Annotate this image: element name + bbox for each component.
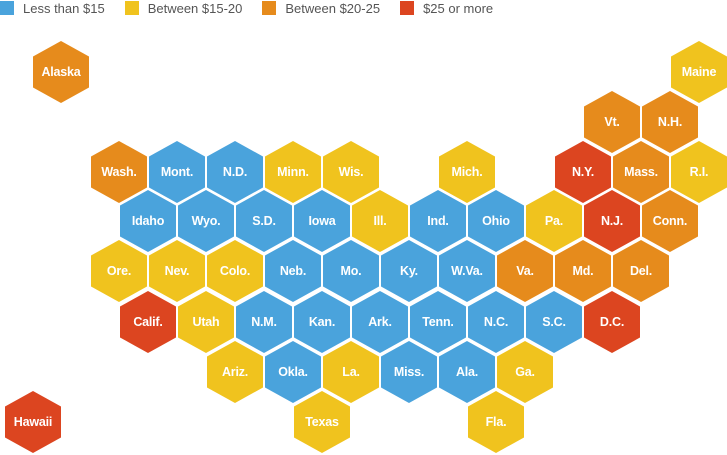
state-hex-n-j: N.J. (584, 190, 640, 252)
state-hex-wash: Wash. (91, 141, 147, 203)
state-hex-n-c: N.C. (468, 291, 524, 353)
state-hex-del: Del. (613, 240, 669, 302)
state-hex-neb: Neb. (265, 240, 321, 302)
state-hex-mich: Mich. (439, 141, 495, 203)
state-hex-alaska: Alaska (33, 41, 89, 103)
legend-label: Between $20-25 (285, 0, 381, 16)
state-hex-mo: Mo. (323, 240, 379, 302)
state-hex-vt: Vt. (584, 91, 640, 153)
state-hex-n-m: N.M. (236, 291, 292, 353)
state-hex-tenn: Tenn. (410, 291, 466, 353)
state-hex-mass: Mass. (613, 141, 669, 203)
legend: Less than $15 Between $15-20 Between $20… (0, 0, 513, 16)
state-hex-n-y: N.Y. (555, 141, 611, 203)
state-hex-nev: Nev. (149, 240, 205, 302)
state-hex-utah: Utah (178, 291, 234, 353)
swatch-15-20 (124, 1, 139, 15)
state-hex-ariz: Ariz. (207, 341, 263, 403)
swatch-25-or-more (400, 1, 415, 15)
state-hex-w-va: W.Va. (439, 240, 495, 302)
swatch-less-than-15 (0, 1, 14, 15)
legend-label: Less than $15 (23, 0, 105, 16)
state-hex-wyo: Wyo. (178, 190, 234, 252)
state-hex-maine: Maine (671, 41, 727, 103)
state-hex-hawaii: Hawaii (5, 391, 61, 453)
state-hex-la: La. (323, 341, 379, 403)
state-hex-n-d: N.D. (207, 141, 263, 203)
state-hex-idaho: Idaho (120, 190, 176, 252)
state-hex-iowa: Iowa (294, 190, 350, 252)
state-hex-s-d: S.D. (236, 190, 292, 252)
state-hex-ill: Ill. (352, 190, 408, 252)
state-hex-md: Md. (555, 240, 611, 302)
state-hex-okla: Okla. (265, 341, 321, 403)
state-hex-mont: Mont. (149, 141, 205, 203)
legend-item-less-than-15: Less than $15 (0, 1, 105, 16)
legend-label: Between $15-20 (147, 0, 243, 16)
state-hex-ga: Ga. (497, 341, 553, 403)
state-hex-conn: Conn. (642, 190, 698, 252)
state-hex-fla: Fla. (468, 391, 524, 453)
state-hex-ky: Ky. (381, 240, 437, 302)
legend-label: $25 or more (423, 0, 494, 16)
state-hex-ore: Ore. (91, 240, 147, 302)
state-hex-miss: Miss. (381, 341, 437, 403)
state-hex-minn: Minn. (265, 141, 321, 203)
legend-item-25-or-more: $25 or more (400, 1, 493, 16)
state-hex-ohio: Ohio (468, 190, 524, 252)
legend-item-15-20: Between $15-20 (124, 0, 243, 16)
state-hex-colo: Colo. (207, 240, 263, 302)
state-hex-texas: Texas (294, 391, 350, 453)
legend-item-20-25: Between $20-25 (262, 1, 380, 16)
state-hex-n-h: N.H. (642, 91, 698, 153)
swatch-20-25 (262, 1, 277, 15)
state-hex-r-i: R.I. (671, 141, 727, 203)
state-hex-s-c: S.C. (526, 291, 582, 353)
state-hex-wis: Wis. (323, 141, 379, 203)
state-hex-ark: Ark. (352, 291, 408, 353)
state-hex-calif: Calif. (120, 291, 176, 353)
state-hex-pa: Pa. (526, 190, 582, 252)
state-hex-ind: Ind. (410, 190, 466, 252)
state-hex-ala: Ala. (439, 341, 495, 403)
state-hex-va: Va. (497, 240, 553, 302)
state-hex-kan: Kan. (294, 291, 350, 353)
state-hex-d-c: D.C. (584, 291, 640, 353)
